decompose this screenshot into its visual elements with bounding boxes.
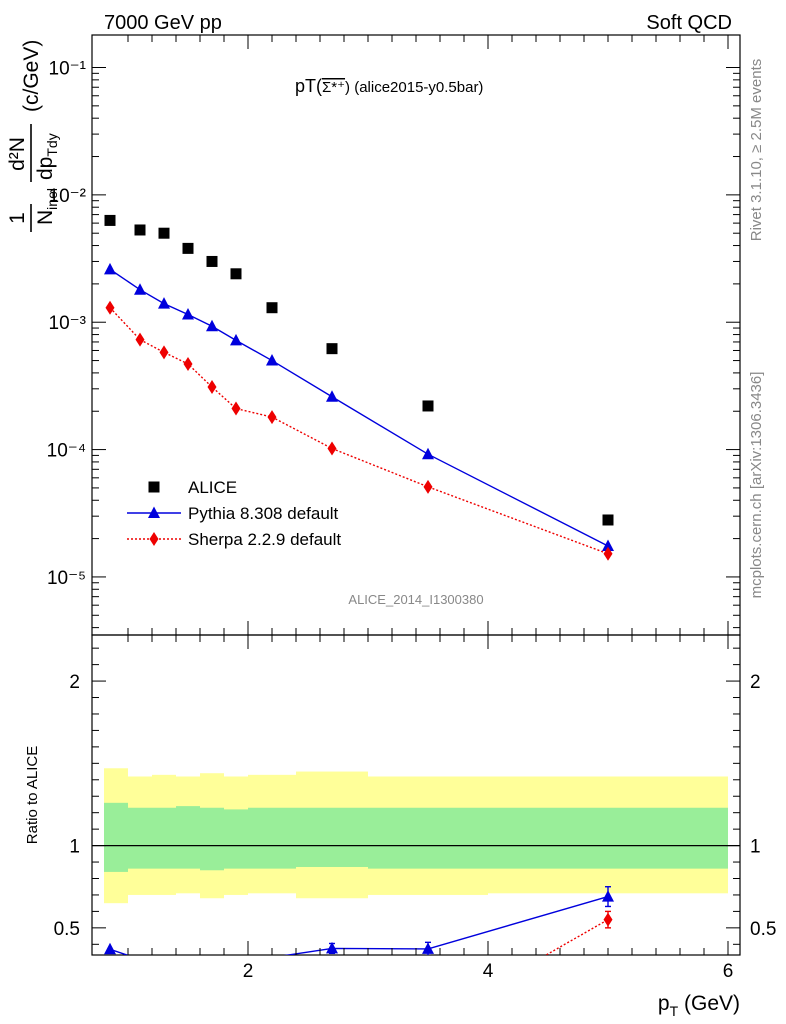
stat-uncertainty-band	[296, 807, 368, 867]
pythia-point	[182, 307, 194, 320]
alice-point	[134, 224, 146, 236]
legend-marker-sherpa	[149, 532, 159, 546]
alice-point	[206, 255, 218, 267]
ratio-y-tick-label: 1	[69, 837, 80, 858]
ratio-y-tick-label-right: 0.5	[750, 919, 776, 940]
sherpa-point	[231, 401, 241, 416]
legend-label-pythia: Pythia 8.308 default	[188, 504, 339, 523]
alice-point	[104, 214, 116, 226]
legend-label-sherpa: Sherpa 2.2.9 default	[188, 530, 341, 549]
main-y-tick-label: 10⁻²	[49, 186, 87, 207]
pythia-point	[230, 333, 242, 346]
sherpa-point	[267, 410, 277, 425]
main-y-axis-label: 1 Ninel d²N dpTdy (c/GeV)	[6, 40, 60, 232]
main-y-tick-label: 10⁻³	[49, 313, 87, 334]
pythia-point	[104, 262, 116, 275]
pythia-point	[266, 354, 278, 366]
pythia-point	[326, 390, 338, 402]
alice-point	[602, 514, 614, 526]
legend-marker-pythia	[148, 506, 160, 518]
alice-point	[266, 302, 278, 314]
main-series	[104, 214, 614, 561]
alice-point	[230, 268, 242, 280]
title-main: pT(	[295, 76, 322, 96]
stat-uncertainty-band	[152, 807, 176, 869]
sherpa-ratio-line	[544, 919, 609, 955]
sherpa-point	[159, 345, 169, 360]
pythia-ratio-point	[422, 942, 434, 954]
ratio-y-tick-label: 2	[69, 672, 80, 693]
pythia-point	[134, 283, 146, 295]
pythia-point	[602, 539, 614, 551]
header-right: Soft QCD	[646, 12, 732, 34]
legend-label-alice: ALICE	[188, 478, 237, 497]
sherpa-line	[109, 307, 609, 555]
sherpa-point	[105, 300, 115, 315]
stat-uncertainty-band	[248, 807, 296, 869]
alice-point	[422, 400, 434, 412]
pythia-point	[206, 319, 218, 332]
sherpa-point	[183, 356, 193, 371]
stat-uncertainty-band	[368, 807, 488, 869]
ylabel-frac1-num: 1	[6, 212, 29, 224]
pythia-ratio-point	[104, 942, 116, 955]
ratio-y-tick-label-right: 2	[750, 672, 761, 693]
plot-title: pT(Σ*⁺) (alice2015-y0.5bar)	[295, 76, 483, 96]
pythia-ratio-line	[109, 895, 609, 955]
ylabel-frac1-den: Ninel	[34, 188, 60, 225]
sherpa-point	[207, 380, 217, 395]
mcplots-label: mcplots.cern.ch [arXiv:1306.3436]	[748, 372, 765, 599]
pythia-line	[109, 268, 609, 547]
x-tick-label: 4	[483, 961, 494, 982]
x-tick-label: 6	[723, 961, 734, 982]
sherpa-ratio-point	[603, 912, 613, 927]
ratio-series	[104, 886, 614, 955]
sherpa-point	[603, 546, 613, 561]
stat-uncertainty-band	[128, 807, 152, 869]
x-tick-label: 2	[243, 961, 254, 982]
analysis-watermark: ALICE_2014_I1300380	[348, 592, 483, 607]
ylabel-frac2-num: d²N	[6, 137, 29, 171]
stat-uncertainty-band	[200, 807, 224, 871]
alice-point	[326, 343, 338, 355]
ylabel-unit: (c/GeV)	[20, 40, 43, 112]
rivet-version-label: Rivet 3.1.10, ≥ 2.5M events	[748, 59, 765, 242]
sherpa-point	[423, 479, 433, 494]
ratio-y-axis-label: Ratio to ALICE	[24, 746, 41, 844]
stat-uncertainty-band	[104, 802, 128, 872]
title-particle: Σ*⁺	[322, 79, 345, 96]
sherpa-point	[327, 441, 337, 456]
stat-uncertainty-band	[176, 806, 200, 869]
pythia-point	[422, 447, 434, 460]
title-rest: ) (alice2015-y0.5bar)	[345, 79, 483, 96]
ratio-y-tick-label: 0.5	[54, 919, 80, 940]
pythia-ratio-point	[602, 890, 614, 902]
pythia-point	[158, 297, 170, 309]
ylabel-frac2-den: dpTdy	[34, 133, 60, 180]
legend: ALICE Pythia 8.308 default Sherpa 2.2.9 de…	[127, 478, 341, 549]
main-y-tick-label: 10⁻⁵	[47, 568, 86, 589]
main-y-tick-label: 10⁻⁴	[47, 441, 86, 462]
main-y-tick-label: 10⁻¹	[49, 59, 87, 80]
axis-ticks: 10⁻⁵ 10⁻⁴ 10⁻³ 10⁻² 10⁻¹ 2 4 6 0.5 0.5 1 1 2 2	[47, 35, 776, 982]
stat-uncertainty-band	[488, 807, 728, 869]
alice-point	[182, 242, 194, 254]
legend-marker-alice	[148, 481, 160, 493]
pythia-ratio-point	[326, 941, 338, 954]
sherpa-point	[135, 332, 145, 347]
ratio-bands	[104, 768, 728, 904]
stat-uncertainty-band	[224, 809, 248, 869]
alice-point	[158, 227, 170, 239]
ratio-y-tick-label-right: 1	[750, 837, 761, 858]
x-axis-label: pT (GeV)	[658, 992, 740, 1019]
header-left: 7000 GeV pp	[104, 12, 222, 34]
